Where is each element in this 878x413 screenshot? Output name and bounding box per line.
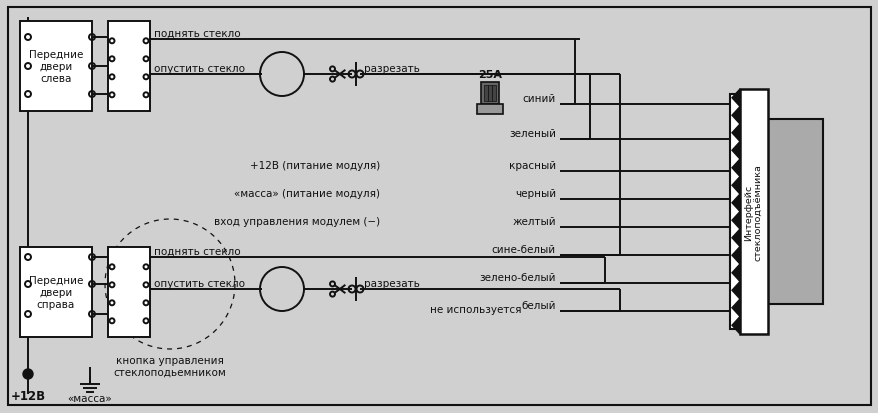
Bar	[108, 22, 150, 112]
Bar	[492, 86, 495, 102]
Bar	[20, 247, 92, 337]
Text: черный: черный	[515, 189, 556, 199]
Text: зеленый: зеленый	[508, 129, 556, 139]
Text: 25А: 25А	[478, 70, 501, 80]
Text: Передние
двери
справа: Передние двери справа	[29, 276, 83, 309]
Text: поднять стекло: поднять стекло	[154, 247, 241, 256]
Polygon shape	[731, 264, 739, 282]
Bar	[108, 247, 150, 337]
Text: красный: красный	[508, 161, 556, 171]
Polygon shape	[731, 282, 739, 299]
Text: белый: белый	[521, 300, 556, 310]
Text: желтый: желтый	[512, 216, 556, 226]
Text: зелено-белый: зелено-белый	[479, 272, 556, 282]
Text: поднять стекло: поднять стекло	[154, 29, 241, 39]
Text: не используется: не используется	[429, 304, 521, 314]
Text: разрезать: разрезать	[363, 278, 420, 288]
Polygon shape	[731, 142, 739, 159]
Polygon shape	[731, 125, 739, 142]
Text: сине-белый: сине-белый	[492, 244, 556, 254]
Text: вход управления модулем (−): вход управления модулем (−)	[213, 216, 379, 226]
Bar	[729, 95, 739, 329]
Text: +12В: +12В	[11, 389, 46, 402]
Polygon shape	[731, 230, 739, 247]
Polygon shape	[731, 159, 739, 177]
Polygon shape	[731, 212, 739, 230]
Circle shape	[23, 369, 33, 379]
Polygon shape	[731, 195, 739, 212]
Polygon shape	[731, 177, 739, 195]
Bar	[487, 86, 492, 102]
Text: разрезать: разрезать	[363, 64, 420, 74]
Polygon shape	[731, 317, 739, 334]
Polygon shape	[731, 90, 739, 107]
Bar	[767, 120, 822, 304]
Text: опустить стекло: опустить стекло	[154, 278, 245, 288]
Polygon shape	[731, 247, 739, 264]
Text: «масса»: «масса»	[68, 393, 112, 403]
Bar	[477, 105, 502, 115]
Polygon shape	[731, 107, 739, 125]
Text: +12В (питание модуля): +12В (питание модуля)	[249, 161, 379, 171]
Bar	[20, 22, 92, 112]
Text: «масса» (питание модуля): «масса» (питание модуля)	[234, 189, 379, 199]
Bar	[484, 86, 487, 102]
Text: опустить стекло: опустить стекло	[154, 64, 245, 74]
Text: кнопка управления
стеклоподьемником: кнопка управления стеклоподьемником	[113, 355, 227, 377]
Bar	[739, 90, 767, 334]
Text: Интерфейс
стеклоподъёмника: Интерфейс стеклоподъёмника	[744, 164, 763, 260]
Text: синий: синий	[522, 94, 556, 104]
Text: Передние
двери
слева: Передние двери слева	[29, 50, 83, 83]
Polygon shape	[731, 299, 739, 317]
Bar	[480, 83, 499, 105]
